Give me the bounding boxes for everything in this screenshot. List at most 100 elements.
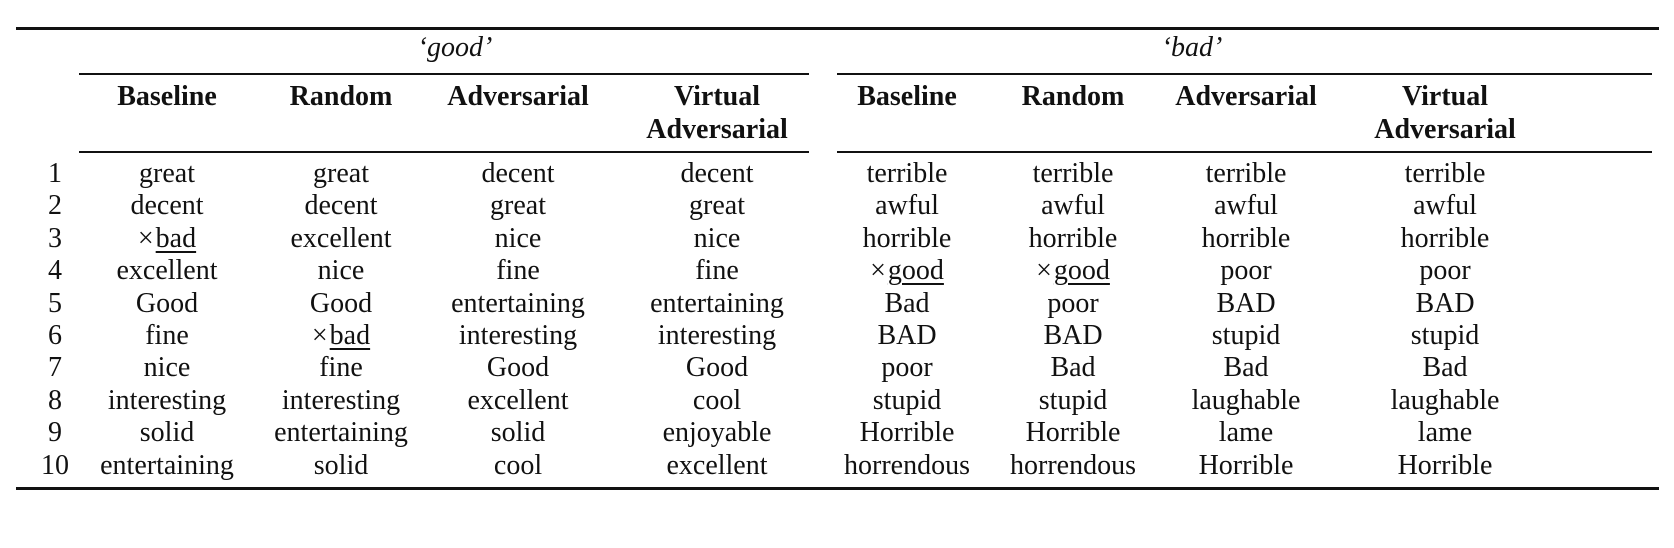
good-table-cell: ×bad bbox=[312, 320, 370, 352]
row-number: 5 bbox=[48, 287, 62, 319]
bad-table-cell: Horrible bbox=[859, 417, 955, 449]
row-number: 9 bbox=[48, 417, 62, 449]
bad-table-cell: stupid bbox=[1410, 320, 1480, 351]
bad-column-header: Virtual Adversarial bbox=[1374, 81, 1516, 145]
bad-table-cell: BAD bbox=[1216, 287, 1276, 319]
cross-mark: × bbox=[311, 320, 328, 351]
bad-table-cell: lame bbox=[1218, 417, 1274, 449]
good-table-cell: entertaining bbox=[451, 287, 585, 319]
good-table-cell: solid bbox=[490, 417, 546, 449]
bad-table-cell: horrible bbox=[1201, 222, 1291, 254]
bad-table-cell: Horrible bbox=[1025, 417, 1121, 449]
good-table-cell: excellent bbox=[666, 449, 768, 481]
good-table-cell: entertaining bbox=[650, 287, 784, 319]
good-table-cell: decent bbox=[680, 158, 754, 189]
row-number: 6 bbox=[48, 320, 62, 351]
good-column-header: Baseline bbox=[117, 81, 217, 112]
bad-table-cell: Bad bbox=[1422, 352, 1468, 384]
good-table-cell: decent bbox=[130, 190, 204, 222]
bad-group-rule bbox=[837, 73, 1652, 75]
good-table-cell: interesting bbox=[458, 320, 578, 351]
bad-column-header: Baseline bbox=[857, 81, 957, 112]
bad-table-cell: horrendous bbox=[844, 449, 970, 481]
bad-table-cell: ×good bbox=[870, 255, 944, 287]
underlined-word: bad bbox=[329, 320, 371, 351]
bad-column-header: Adversarial bbox=[1175, 81, 1317, 112]
bad-table-cell: terrible bbox=[1205, 158, 1287, 189]
underlined-word: good bbox=[887, 255, 944, 287]
good-column-header: Adversarial bbox=[447, 81, 589, 112]
bad-table-cell: Bad bbox=[1050, 352, 1096, 384]
good-column-header: Virtual Adversarial bbox=[646, 81, 788, 145]
good-table-cell: fine bbox=[496, 255, 540, 287]
good-table-cell: Good bbox=[486, 352, 550, 384]
bottom-rule bbox=[16, 487, 1659, 490]
bad-table-cell: terrible bbox=[1404, 158, 1486, 189]
good-table-cell: nice bbox=[494, 222, 542, 254]
bad-table-cell: Horrible bbox=[1397, 449, 1493, 481]
row-number: 7 bbox=[48, 352, 62, 384]
good-table-cell: fine bbox=[319, 352, 363, 384]
row-number: 2 bbox=[48, 190, 62, 222]
bad-table-cell: lame bbox=[1417, 417, 1473, 449]
bad-table-cell: horrible bbox=[1028, 222, 1118, 254]
row-number: 3 bbox=[48, 222, 62, 254]
good-table-cell: interesting bbox=[657, 320, 777, 351]
bad-table-cell: BAD bbox=[1415, 287, 1475, 319]
good-table-cell: entertaining bbox=[100, 449, 234, 481]
good-table-cell: Good bbox=[685, 352, 749, 384]
bad-table-cell: laughable bbox=[1390, 384, 1500, 416]
bad-column-header: Random bbox=[1021, 81, 1125, 112]
good-table-cell: fine bbox=[145, 320, 189, 351]
bad-header-rule bbox=[837, 151, 1652, 153]
good-column-header: Random bbox=[289, 81, 393, 112]
bad-table-cell: ×good bbox=[1036, 255, 1110, 287]
bad-table-cell: Horrible bbox=[1198, 449, 1294, 481]
bad-table-cell: poor bbox=[1047, 287, 1099, 319]
good-header-rule bbox=[79, 151, 809, 153]
bad-table-cell: stupid bbox=[872, 384, 942, 416]
bad-table-cell: awful bbox=[1413, 190, 1477, 222]
good-table-cell: great bbox=[490, 190, 546, 222]
good-table-cell: fine bbox=[695, 255, 739, 287]
good-table-cell: solid bbox=[313, 449, 369, 481]
good-table-cell: decent bbox=[481, 158, 555, 189]
good-table-cell: great bbox=[689, 190, 745, 222]
row-number: 10 bbox=[41, 449, 69, 481]
bad-table-cell: BAD bbox=[1043, 320, 1103, 351]
bad-table-cell: horrendous bbox=[1010, 449, 1136, 481]
bad-table-cell: horrible bbox=[862, 222, 952, 254]
good-table-cell: interesting bbox=[107, 384, 227, 416]
underlined-word: bad bbox=[155, 222, 197, 254]
bad-table-cell: stupid bbox=[1211, 320, 1281, 351]
good-table-cell: nice bbox=[693, 222, 741, 254]
bad-table-cell: Bad bbox=[884, 287, 930, 319]
bad-table-cell: terrible bbox=[1032, 158, 1114, 189]
good-table-cell: ×bad bbox=[138, 223, 196, 255]
good-table-cell: cool bbox=[493, 449, 543, 481]
bad-table-cell: BAD bbox=[877, 320, 937, 351]
bad-table-cell: poor bbox=[881, 352, 933, 384]
good-table-cell: nice bbox=[143, 352, 191, 384]
good-table-cell: excellent bbox=[290, 222, 392, 254]
top-rule bbox=[16, 27, 1659, 30]
good-table-cell: cool bbox=[692, 384, 742, 416]
good-table-cell: entertaining bbox=[274, 417, 408, 449]
good-table-cell: solid bbox=[139, 417, 195, 449]
good-group-title: ‘good’ bbox=[417, 32, 493, 63]
bad-table-cell: horrible bbox=[1400, 222, 1490, 254]
cross-mark: × bbox=[137, 222, 154, 254]
row-number: 8 bbox=[48, 384, 62, 416]
bad-table-cell: awful bbox=[875, 190, 939, 222]
good-table-cell: great bbox=[139, 158, 195, 189]
good-table-cell: excellent bbox=[116, 255, 218, 287]
bad-table-cell: awful bbox=[1041, 190, 1105, 222]
row-number: 1 bbox=[48, 158, 62, 189]
bad-table-cell: poor bbox=[1220, 255, 1272, 287]
underlined-word: good bbox=[1053, 255, 1110, 287]
good-table-cell: great bbox=[313, 158, 369, 189]
good-table-cell: enjoyable bbox=[662, 417, 772, 449]
bad-table-cell: poor bbox=[1419, 255, 1471, 287]
good-table-cell: Good bbox=[309, 287, 373, 319]
bad-table-cell: awful bbox=[1214, 190, 1278, 222]
